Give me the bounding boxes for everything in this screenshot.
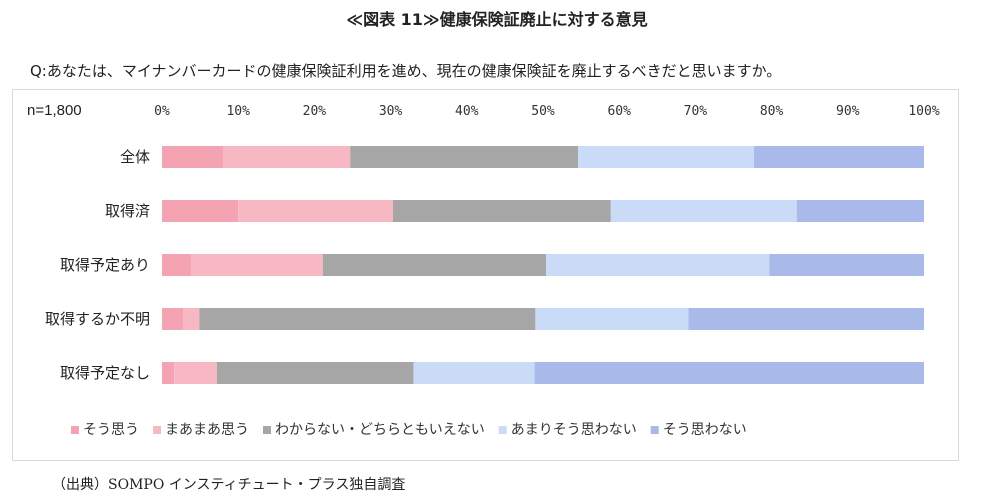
legend-swatch: [153, 426, 161, 434]
bar-segment: [162, 200, 239, 222]
legend-swatch: [650, 426, 659, 434]
legend-label: そう思う: [83, 422, 139, 438]
legend-swatch: [263, 426, 271, 434]
bar-segment: [162, 362, 175, 384]
bar-segment: [322, 254, 547, 276]
stacked-bar-chart: n=1,800 0% 10% 20% 30% 40% 50% 60% 70% 80% 90% 100…: [27, 102, 940, 438]
x-tick-label: 20%: [303, 104, 327, 119]
bar-segment: [535, 308, 689, 330]
x-tick-label: 100%: [908, 104, 939, 119]
bars: [162, 146, 924, 384]
legend-label: あまりそう思わない: [511, 422, 637, 438]
x-tick-label: 60%: [607, 104, 631, 119]
bar-segment: [162, 146, 223, 168]
bar-segment: [174, 362, 217, 384]
x-tick-label: 40%: [455, 104, 479, 119]
sample-size-label: n=1,800: [27, 102, 82, 119]
legend-swatch: [71, 426, 79, 434]
bar-segment: [534, 362, 924, 384]
bar-segment: [162, 254, 191, 276]
bar-segment: [413, 362, 535, 384]
bar-segment: [350, 146, 579, 168]
category-label: 全体: [120, 148, 150, 166]
x-tick-label: 80%: [760, 104, 784, 119]
category-label: 取得予定あり: [60, 256, 150, 274]
bar-segment: [222, 146, 351, 168]
bar-segment: [578, 146, 755, 168]
legend-label: そう思わない: [663, 422, 747, 438]
bar-segment: [183, 308, 200, 330]
bar-segment: [769, 254, 924, 276]
bar-segment: [392, 200, 611, 222]
bar-segment: [238, 200, 393, 222]
bar-segment: [610, 200, 797, 222]
category-label: 取得予定なし: [60, 364, 150, 382]
x-tick-label: 70%: [684, 104, 708, 119]
bar-segment: [796, 200, 924, 222]
legend: そう思う まあまあ思う わからない・どちらともいえない あまりそう思わない そう思わない: [71, 422, 747, 438]
chart-frame: n=1,800 0% 10% 20% 30% 40% 50% 60% 70% 80% 90% 100…: [12, 89, 959, 461]
legend-swatch: [498, 426, 507, 434]
category-label: 取得するか不明: [45, 310, 150, 328]
x-tick-label: 0%: [154, 104, 170, 119]
bar-segment: [754, 146, 924, 168]
x-tick-label: 90%: [836, 104, 860, 119]
survey-question: Q:あなたは、マイナンバーカードの健康保険証利用を進め、現在の健康保険証を廃止す…: [30, 62, 782, 80]
legend-label: まあまあ思う: [165, 422, 249, 438]
category-label: 取得済: [105, 202, 150, 220]
bar-segment: [216, 362, 414, 384]
figure-title: ≪図表 11≫健康保険証廃止に対する意見: [346, 10, 648, 29]
source-note: （出典）SOMPO インスティチュート・プラス独自調査: [52, 477, 406, 493]
bar-segment: [546, 254, 770, 276]
x-tick-label: 50%: [531, 104, 555, 119]
x-tick-label: 30%: [379, 104, 403, 119]
bar-segment: [190, 254, 323, 276]
x-axis-ticks: 0% 10% 20% 30% 40% 50% 60% 70% 80% 90% 100%: [154, 104, 940, 119]
bar-segment: [688, 308, 924, 330]
bar-segment: [162, 308, 184, 330]
legend-label: わからない・どちらともいえない: [275, 422, 485, 438]
x-tick-label: 10%: [226, 104, 250, 119]
bar-segment: [199, 308, 536, 330]
